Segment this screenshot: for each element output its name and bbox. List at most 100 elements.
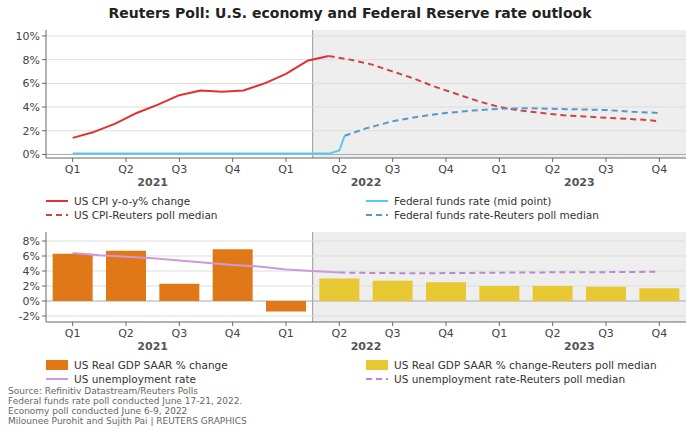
y-tick	[42, 286, 46, 287]
bar	[373, 281, 413, 301]
bar	[639, 288, 679, 301]
x-tick	[232, 158, 233, 162]
y-tick	[42, 154, 46, 155]
x-tick	[126, 322, 127, 326]
legend-swatch	[46, 360, 68, 370]
legend-swatch	[46, 378, 68, 380]
x-tick-label: Q1	[65, 163, 81, 176]
x-tick-label: Q1	[491, 327, 507, 340]
y-tick	[42, 316, 46, 317]
x-tick	[606, 158, 607, 162]
grid-line	[46, 107, 686, 108]
bar	[586, 287, 626, 301]
x-tick-label: Q4	[438, 327, 454, 340]
x-tick-label: Q4	[438, 163, 454, 176]
y-tick-label: -2%	[19, 310, 40, 323]
y-tick-label: 6%	[23, 250, 40, 263]
x-tick-label: Q1	[65, 327, 81, 340]
line	[73, 56, 329, 138]
legend-swatch	[366, 200, 388, 202]
marks	[73, 56, 660, 154]
y-tick	[42, 107, 46, 108]
y-tick-label: 2%	[23, 125, 40, 138]
line	[345, 108, 660, 136]
source-note: Source: Refinitiv Datastream/Reuters Pol…	[8, 386, 247, 426]
x-tick	[339, 158, 340, 162]
x-tick-label: Q3	[385, 327, 401, 340]
x-tick-label: Q2	[545, 327, 561, 340]
x-tick	[659, 158, 660, 162]
forecast-divider	[312, 30, 313, 158]
x-tick-label: Q2	[331, 327, 347, 340]
bar	[426, 282, 466, 301]
x-tick	[392, 158, 393, 162]
y-tick-label: 2%	[23, 280, 40, 293]
source-line: Milounee Purohit and Sujith Pai | REUTER…	[8, 416, 247, 426]
year-label: 2021	[137, 176, 168, 189]
legend: US CPI y-o-y% changeFederal funds rate (…	[46, 195, 599, 221]
x-tick-label: Q3	[171, 327, 187, 340]
x-tick-label: Q4	[225, 163, 241, 176]
x-tick-label: Q4	[651, 327, 667, 340]
grid-line	[46, 35, 686, 36]
x-tick-label: Q2	[118, 327, 134, 340]
x-tick-label: Q4	[651, 163, 667, 176]
chart-root: Reuters Poll: U.S. economy and Federal R…	[0, 0, 700, 438]
grid-line	[46, 130, 686, 131]
x-axis	[46, 322, 686, 323]
legend-label: Federal funds rate-Reuters poll median	[394, 209, 599, 221]
y-tick	[42, 256, 46, 257]
x-tick-label: Q3	[598, 327, 614, 340]
grid-line	[46, 83, 686, 84]
y-tick	[42, 59, 46, 60]
chart-1: -2%0%2%4%6%8%Q1Q2Q3Q4Q1Q2Q3Q4Q1Q2Q3Q4202…	[8, 232, 686, 426]
bar	[533, 286, 573, 301]
source-line: Economy poll conducted June 6-9, 2022	[8, 406, 187, 416]
x-tick	[552, 322, 553, 326]
y-tick	[42, 130, 46, 131]
legend-swatch	[46, 200, 68, 202]
x-tick	[659, 322, 660, 326]
x-tick	[286, 322, 287, 326]
x-tick	[286, 158, 287, 162]
forecast-span	[313, 30, 686, 158]
legend-swatch	[366, 378, 388, 380]
x-tick	[339, 322, 340, 326]
bar	[53, 254, 93, 301]
legend-swatch	[46, 214, 68, 216]
x-tick	[446, 158, 447, 162]
forecast-divider	[312, 232, 313, 322]
line	[329, 56, 660, 121]
legend-label: US unemployment rate	[74, 373, 196, 385]
chart-0: Reuters Poll: U.S. economy and Federal R…	[16, 5, 686, 221]
x-tick	[499, 158, 500, 162]
x-axis	[46, 158, 686, 159]
grid-line	[46, 241, 686, 242]
year-label: 2023	[564, 176, 595, 189]
year-label: 2023	[564, 340, 595, 353]
legend-label: US unemployment rate-Reuters poll median	[394, 373, 625, 385]
x-tick-label: Q2	[545, 163, 561, 176]
x-tick	[126, 158, 127, 162]
y-axis	[46, 30, 47, 158]
y-tick	[42, 241, 46, 242]
y-tick-label: 10%	[16, 30, 40, 43]
x-tick	[446, 322, 447, 326]
x-tick-label: Q3	[385, 163, 401, 176]
y-tick-label: 4%	[23, 265, 40, 278]
y-tick-label: 8%	[23, 54, 40, 67]
year-label: 2021	[137, 340, 168, 353]
x-tick	[552, 158, 553, 162]
x-tick	[179, 158, 180, 162]
y-tick	[42, 35, 46, 36]
y-tick-label: 0%	[23, 148, 40, 161]
bar	[159, 284, 199, 301]
year-label: 2022	[351, 340, 382, 353]
y-tick-label: 0%	[23, 295, 40, 308]
line	[73, 136, 345, 154]
x-tick	[499, 322, 500, 326]
line	[73, 253, 340, 273]
legend-label: US CPI y-o-y% change	[74, 195, 190, 207]
x-tick-label: Q2	[331, 163, 347, 176]
legend-label: US Real GDP SAAR % change	[74, 359, 228, 371]
